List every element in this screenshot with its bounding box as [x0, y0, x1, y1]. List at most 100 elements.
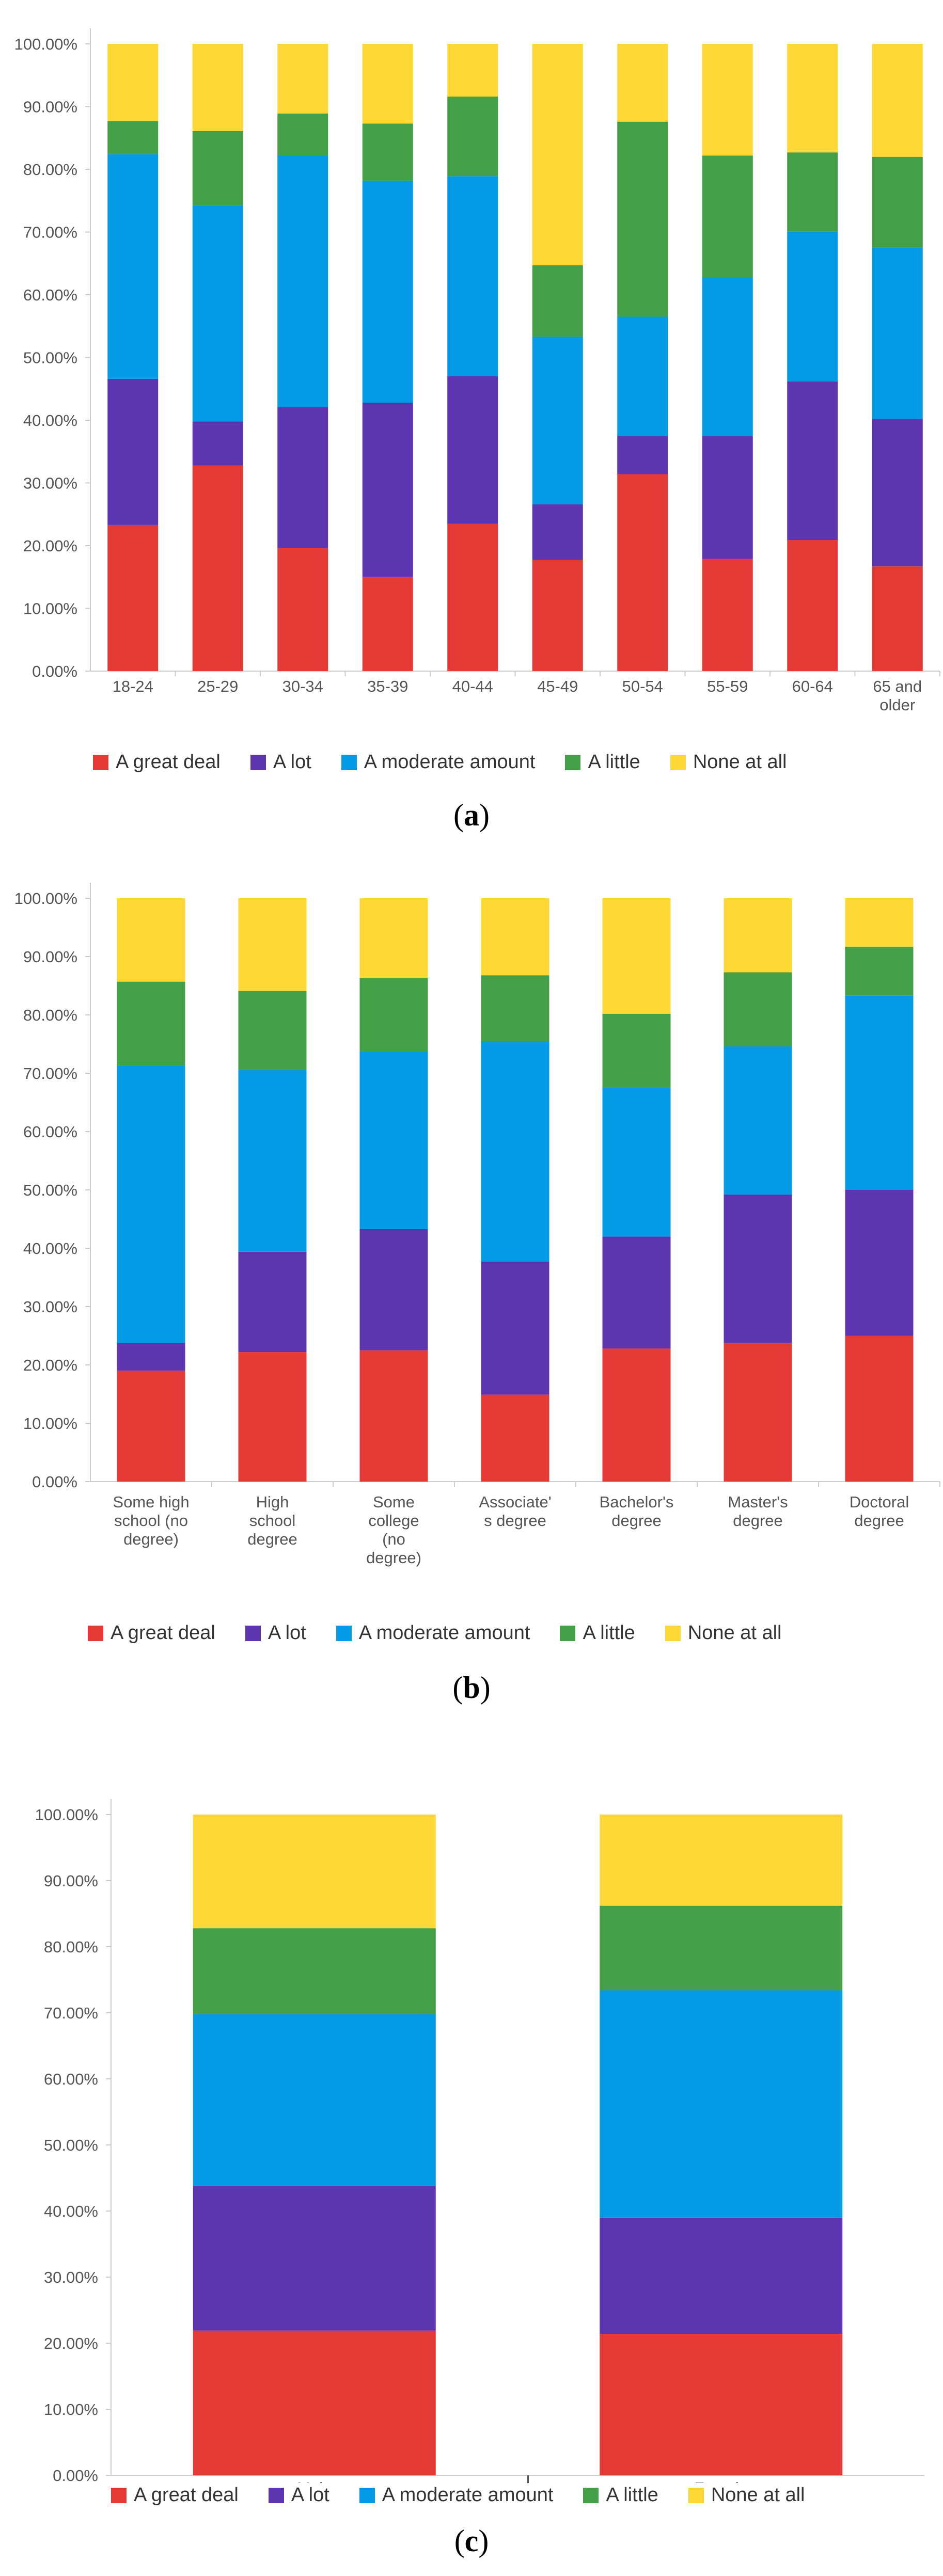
legend-label: A moderate amount: [358, 1622, 530, 1644]
bar-segment: [193, 2186, 436, 2331]
bar-segment: [602, 1013, 671, 1088]
bar-segment: [602, 898, 671, 1014]
legend-swatch: [268, 2487, 284, 2503]
bar-segment: [117, 1371, 185, 1482]
y-tick-label: 60.00%: [23, 1123, 77, 1141]
chart-panel-b: 0.00% 10.00% 20.00% 30.00% 40.00% 50.00% 60.00…: [0, 847, 943, 1724]
bar-stack: [600, 1815, 843, 2475]
bar-segment: [277, 155, 328, 407]
bar-segment: [702, 44, 753, 156]
bar-segment: [872, 156, 923, 248]
bar-stack: [362, 44, 413, 671]
bar-segment: [359, 978, 428, 1052]
legend-label: A lot: [291, 2484, 329, 2506]
legend-item: A lot: [250, 751, 311, 773]
x-tick-label: 40-44: [452, 677, 493, 695]
y-tick-label: 50.00%: [44, 2136, 98, 2154]
legend-swatch: [583, 2487, 599, 2503]
bar-segment: [359, 1350, 428, 1482]
bar-stack: [845, 898, 914, 1482]
chart-b-svg: 0.00% 10.00% 20.00% 30.00% 40.00% 50.00% 60.00…: [14, 883, 940, 1567]
legend-swatch: [565, 754, 581, 770]
bar-segment: [845, 995, 914, 1190]
x-tick-label: Associate' s degree: [479, 1493, 551, 1530]
legend-swatch: [359, 2487, 375, 2503]
y-tick-label: 30.00%: [44, 2268, 98, 2286]
bar-segment: [362, 180, 413, 403]
y-tick-label: 20.00%: [44, 2334, 98, 2352]
y-tick-label: 20.00%: [23, 537, 77, 555]
chart-a-svg: 0.00% 10.00% 20.00% 30.00% 40.00% 50.00% 60.00…: [14, 28, 940, 714]
y-tick-label: 60.00%: [44, 2070, 98, 2088]
y-tick-label: 90.00%: [23, 948, 77, 966]
bar-segment: [193, 2014, 436, 2186]
x-tick-label: Doctoral degree: [850, 1493, 909, 1530]
bar-segment: [238, 1251, 307, 1353]
bar-stack: [481, 898, 549, 1482]
bar-segment: [602, 1088, 671, 1237]
bar-segment: [617, 316, 668, 436]
y-tick-label: 70.00%: [23, 1064, 77, 1083]
x-tick-label: 55-59: [707, 677, 748, 695]
bar-segment: [238, 898, 307, 991]
bar-segment: [600, 2334, 843, 2475]
bar-segment: [872, 566, 923, 671]
bar-stack: [117, 898, 185, 1482]
bar-segment: [277, 44, 328, 114]
bar-segment: [787, 540, 838, 671]
x-tick-label: Male: [297, 2479, 332, 2483]
bar-segment: [602, 1348, 671, 1482]
legend-item: A little: [583, 2484, 658, 2506]
x-tick-label: 60-64: [792, 677, 833, 695]
bar-segment: [117, 1065, 185, 1343]
bar-segment: [532, 560, 583, 671]
y-tick-label: 0.00%: [32, 1473, 77, 1491]
bar-segment: [787, 44, 838, 153]
y-tick-label: 100.00%: [14, 889, 77, 908]
bar-segment: [277, 407, 328, 548]
legend-item: A great deal: [111, 2484, 239, 2506]
bar-stack: [193, 1815, 436, 2475]
x-tick-label: Bachelor's degree: [600, 1493, 674, 1530]
bar-segment: [702, 436, 753, 559]
bar-segment: [532, 265, 583, 337]
legend-item: A moderate amount: [341, 751, 535, 773]
legend-label: None at all: [687, 1622, 782, 1644]
bar-segment: [600, 2217, 843, 2334]
chart-b-legend: A great deal A lot A moderate amount A litt…: [88, 1622, 812, 1644]
bar-stack: [787, 44, 838, 671]
bar-segment: [481, 1261, 549, 1395]
bar-segment: [107, 524, 159, 671]
y-tick-label: 10.00%: [23, 600, 77, 618]
y-tick-label: 0.00%: [32, 662, 77, 680]
bar-segment: [872, 247, 923, 419]
bar-segment: [845, 946, 914, 996]
bar-segment: [192, 44, 243, 131]
legend-label: A lot: [273, 751, 311, 773]
y-tick-label: 80.00%: [23, 161, 77, 179]
x-tick-label: Some college (no degree): [366, 1493, 421, 1567]
bar-segment: [192, 205, 243, 422]
legend-label: A little: [588, 751, 640, 773]
legend-swatch: [665, 1625, 681, 1641]
bar-segment: [117, 898, 185, 982]
x-tick-label: Some high school (no degree): [113, 1493, 189, 1548]
legend-swatch: [688, 2487, 704, 2503]
bar-stack: [702, 44, 753, 671]
x-tick-label: High school degree: [247, 1493, 297, 1548]
legend-item: None at all: [665, 1622, 782, 1644]
bar-segment: [277, 548, 328, 671]
y-tick-label: 50.00%: [23, 349, 77, 367]
bar-segment: [447, 97, 498, 177]
y-tick-label: 70.00%: [44, 2004, 98, 2022]
bar-segment: [107, 154, 159, 379]
bar-segment: [192, 131, 243, 205]
bar-stack: [617, 44, 668, 671]
bar-stack: [532, 44, 583, 671]
y-tick-label: 40.00%: [44, 2202, 98, 2220]
bar-segment: [192, 465, 243, 671]
bar-segment: [724, 1343, 792, 1482]
legend-label: A great deal: [134, 2484, 239, 2506]
bar-segment: [617, 436, 668, 474]
bar-stack: [192, 44, 243, 671]
